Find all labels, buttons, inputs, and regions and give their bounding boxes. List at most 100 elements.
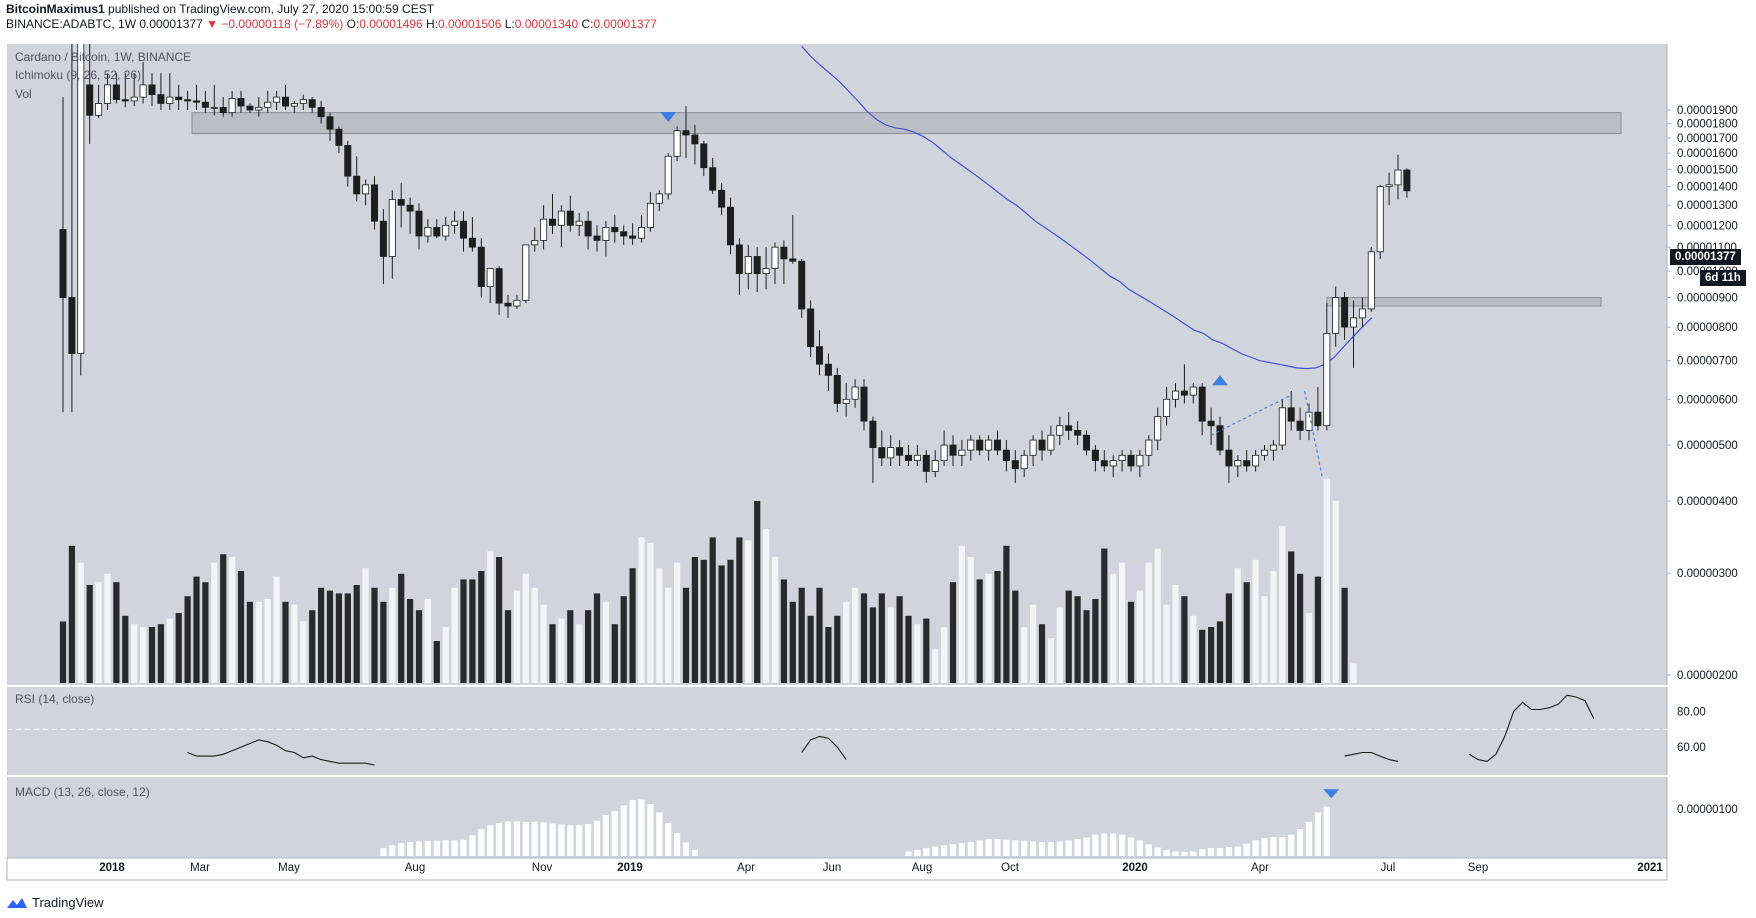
macd-histogram-bar [1225,847,1232,856]
macd-histogram-bar [1314,812,1321,856]
volume-bar [148,627,156,683]
candle-body [549,218,557,226]
candle [1163,387,1171,426]
candle-body [68,297,76,354]
candle-body [1350,317,1358,328]
volume-bar [1208,627,1215,683]
candle [317,100,325,124]
candle [1216,416,1224,456]
volume-bar [398,573,405,683]
volume-bar [326,590,334,683]
macd-histogram-bar [1047,842,1054,856]
candle-body [691,134,699,145]
volume-bar [852,587,859,683]
rsi-tick-label: 60.00 [1677,742,1706,754]
volume-bar [1270,571,1277,683]
volume-bar [691,557,698,683]
candle-body [335,128,343,146]
candle [994,430,1002,456]
volume-bar [1199,629,1206,683]
candle [896,440,904,466]
candle-body [264,101,272,108]
candle-body [1269,444,1277,451]
volume-bar [184,596,191,683]
candle [887,435,895,466]
candle [985,435,993,461]
candle [1358,297,1366,328]
candle-body [513,299,521,307]
candle-body [415,210,423,237]
candle [922,450,930,483]
volume-bar [1297,573,1304,683]
volume-bar [1030,604,1037,683]
candle-body [326,116,334,130]
time-tick-label: Oct [1001,862,1020,874]
candle [424,219,432,243]
price-tick-label: 0.00000500 [1677,440,1738,452]
macd-histogram-bar [1110,833,1117,856]
candle-body [557,210,565,226]
candle-body [807,308,815,348]
candle [1252,450,1260,472]
candle [566,195,574,232]
candle [59,97,67,413]
candle-body [629,235,637,239]
candle [139,62,147,104]
price-tick-label: 0.00001700 [1677,133,1738,145]
candle-body [905,454,913,461]
volume-bar [941,627,948,683]
volume-bar [1092,599,1099,683]
candle-body [255,106,263,111]
candle [1314,387,1322,431]
candle [1403,168,1411,198]
low-label: L: [504,17,515,31]
candle [557,205,565,248]
volume-bar [976,579,983,683]
volume-bar [576,624,583,683]
candle-body [602,227,610,241]
volume-bar [754,501,761,683]
author-name[interactable]: BitcoinMaximus1 [6,2,105,16]
candle [664,153,672,200]
volume-bar [1163,604,1170,683]
candle [798,258,806,318]
volume-bar [229,557,236,683]
volume-bar [834,615,841,683]
volume-bar [629,568,636,683]
candle-body [1002,449,1010,461]
volume-bar [264,599,271,683]
time-tick-label: 2020 [1122,862,1148,874]
candle [406,197,414,234]
candle [1047,425,1055,456]
volume-bar [1252,559,1259,683]
candle-body [1011,460,1019,470]
candle [1341,292,1349,340]
volume-bar [771,557,779,683]
candle-body [896,447,904,456]
candle [1350,300,1358,368]
candle-body [1332,297,1340,334]
candle-body [201,101,209,108]
candle-body [682,130,690,136]
rsi-tick-label: 80.00 [1677,706,1706,718]
candle-body [1358,308,1366,319]
volume-bar [789,601,796,683]
candle-body [851,386,859,400]
macd-histogram-bar [1021,840,1028,856]
macd-histogram-bar [478,829,485,856]
candle [1225,435,1233,483]
brand-name[interactable]: TradingView [32,895,104,910]
candle [273,90,281,110]
macd-histogram-bar [665,822,672,856]
candle-body [166,96,174,104]
volume-bar [905,615,912,683]
candle-body [308,99,316,108]
candle-body [1100,460,1108,467]
candle [771,242,779,284]
candle-body [1163,398,1171,417]
volume-bar [380,601,387,683]
volume-bar [1332,501,1339,683]
macd-histogram-bar [496,822,503,856]
volume-bar [122,615,129,683]
